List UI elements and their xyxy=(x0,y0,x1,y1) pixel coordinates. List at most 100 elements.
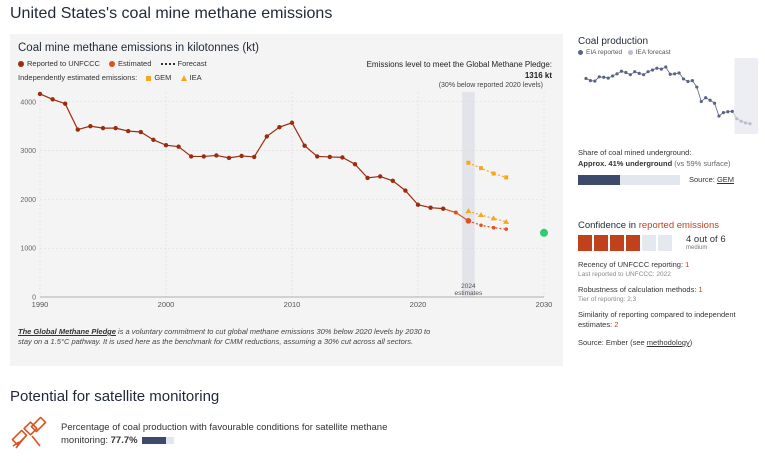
criterion-similarity-value: 2 xyxy=(614,320,619,329)
mini-point xyxy=(717,114,721,118)
methane-pledge-link[interactable]: The Global Methane Pledge xyxy=(18,327,116,336)
methodology-link[interactable]: methodology xyxy=(646,338,690,347)
confidence-title-prefix: Confidence in xyxy=(578,220,639,231)
reported-point xyxy=(151,137,156,143)
legend-iea-forecast-label: IEA forecast xyxy=(635,49,671,56)
confidence-score-boxes xyxy=(578,235,672,251)
share-progress-bar xyxy=(578,175,680,185)
y-tick-label: 2000 xyxy=(20,197,36,204)
legend-reported[interactable]: Reported to UNFCCC xyxy=(18,59,100,68)
coal-production-chart xyxy=(584,58,758,134)
mini-point xyxy=(655,66,659,70)
criterion-similarity-label: Similarity of reporting compared to inde… xyxy=(578,310,736,329)
mini-point xyxy=(664,65,668,69)
gem-square-icon xyxy=(146,75,152,81)
series-line-reported-to-unfccc xyxy=(39,93,444,210)
legend-estimated[interactable]: Estimated xyxy=(109,59,151,68)
gem-point xyxy=(504,175,509,180)
iea-point xyxy=(478,212,484,217)
mini-point xyxy=(619,69,624,73)
forecast-dash-icon xyxy=(160,63,175,66)
reported-point xyxy=(126,128,131,134)
confidence-box xyxy=(626,235,640,251)
coal-production-section: Coal production EIA reported IEA forecas… xyxy=(578,36,758,56)
reported-point xyxy=(365,175,370,181)
confidence-box xyxy=(642,235,656,251)
pledge-note: (30% below reported 2020 levels) xyxy=(438,82,543,89)
mini-point xyxy=(690,79,694,83)
iea-point xyxy=(490,215,497,221)
reported-point xyxy=(201,154,206,159)
eia-dot-icon xyxy=(578,49,583,55)
legend-independent-label: Independently estimated emissions: xyxy=(18,73,138,82)
pledge-line: Emissions level to meet the Global Metha… xyxy=(366,60,552,69)
iea-point xyxy=(503,218,510,224)
legend-iea[interactable]: IEA xyxy=(180,73,202,82)
pledge-target-point xyxy=(540,228,548,237)
satellite-description: Percentage of coal production with favou… xyxy=(61,422,388,446)
satellite-text: Percentage of coal production with favou… xyxy=(61,421,421,447)
reported-point xyxy=(352,162,358,167)
reported-point xyxy=(63,101,68,106)
confidence-box xyxy=(610,235,624,251)
confidence-title-accent: reported emissions xyxy=(638,220,719,231)
footnote: The Global Methane Pledge is a voluntary… xyxy=(18,327,438,347)
mini-forecast-band xyxy=(734,58,758,134)
criterion-recency-value: 1 xyxy=(685,260,690,269)
gem-source-link[interactable]: GEM xyxy=(716,175,735,184)
x-tick-label: 2000 xyxy=(158,300,175,309)
reported-point xyxy=(264,134,269,139)
legend-forecast[interactable]: Forecast xyxy=(160,59,207,68)
gem-point xyxy=(479,166,483,171)
satellite-title: Potential for satellite monitoring xyxy=(10,388,220,405)
mini-point xyxy=(735,117,739,121)
iea-point xyxy=(465,208,472,214)
iea-triangle-icon xyxy=(180,75,187,82)
chart-title: Coal mine methane emissions in kilotonne… xyxy=(18,42,259,54)
mini-point xyxy=(699,99,703,104)
series-line-forecast xyxy=(468,220,507,230)
mini-point xyxy=(584,76,588,81)
reported-point xyxy=(163,143,169,148)
pledge-value: 1316 kt xyxy=(524,71,552,80)
gem-point xyxy=(466,160,471,165)
legend-gem-label: GEM xyxy=(154,73,172,82)
confidence-source-end: ) xyxy=(689,338,693,347)
x-tick-label: 2010 xyxy=(284,300,301,309)
reported-point xyxy=(75,127,81,132)
mini-point xyxy=(650,68,655,72)
reported-point xyxy=(189,154,194,159)
emissions-line-chart: 0 1000 2000 3000 4000 1990 2000 2010 2020 2030 202… xyxy=(20,91,553,309)
coal-production-title: Coal production xyxy=(578,36,649,47)
confidence-box xyxy=(578,235,592,251)
mini-point xyxy=(686,79,690,84)
reported-point xyxy=(88,123,93,129)
legend-gem[interactable]: GEM xyxy=(146,73,171,82)
criterion-robustness: Robustness of calculation methods: 1 Tie… xyxy=(578,285,703,305)
reported-point xyxy=(428,205,433,210)
reported-point xyxy=(302,143,307,148)
x-tick-label: 1990 xyxy=(32,300,49,309)
x-tick-label: 2030 xyxy=(536,300,553,309)
criterion-similarity: Similarity of reporting compared to inde… xyxy=(578,310,748,330)
reported-point xyxy=(441,206,446,211)
legend-independent: Independently estimated emissions: GEM I… xyxy=(18,73,209,82)
mini-point xyxy=(633,70,637,74)
reported-point xyxy=(100,125,106,131)
confidence-box xyxy=(658,235,672,251)
confidence-box xyxy=(594,235,608,251)
reported-point xyxy=(252,154,257,160)
mini-point xyxy=(642,73,646,77)
mini-point xyxy=(659,67,663,71)
pledge-label: Emissions level to meet the Global Metha… xyxy=(367,59,552,81)
mini-point xyxy=(730,109,734,113)
mini-point xyxy=(624,70,628,75)
forecast-point xyxy=(479,223,483,228)
mini-point xyxy=(646,70,650,74)
criterion-robustness-value: 1 xyxy=(698,285,703,294)
forecast-point xyxy=(504,227,509,231)
y-tick-label: 1000 xyxy=(20,246,36,253)
mini-point xyxy=(588,79,593,83)
mini-point xyxy=(677,71,681,75)
confidence-score: 4 out of 6 xyxy=(686,234,726,245)
